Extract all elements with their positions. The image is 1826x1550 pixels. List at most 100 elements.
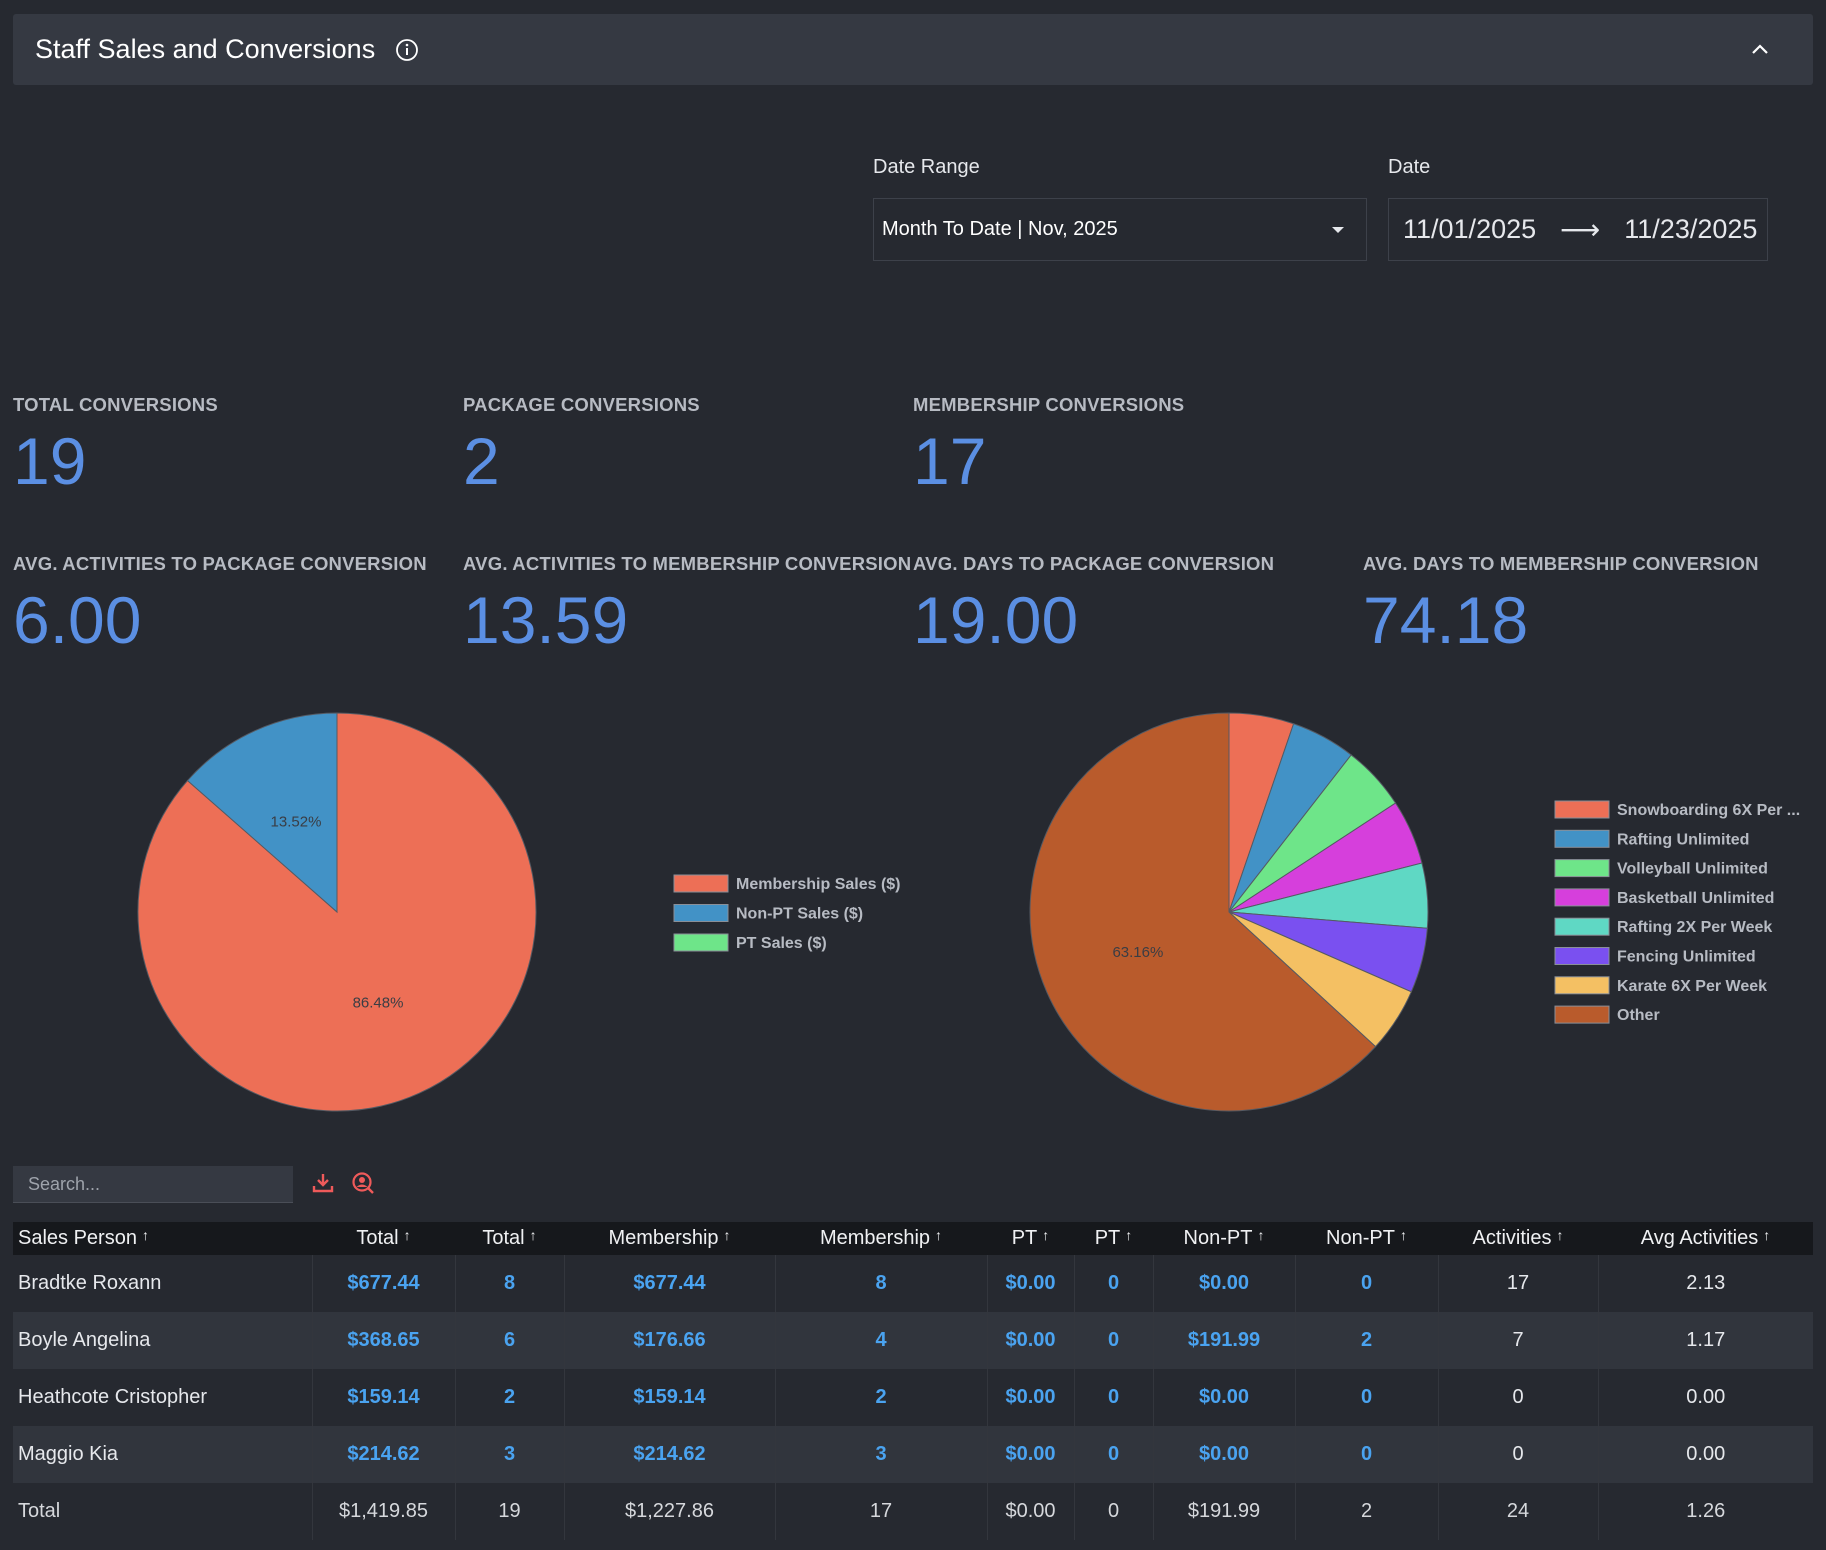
download-icon[interactable]	[311, 1171, 335, 1195]
table-cell-link[interactable]: $214.62	[311, 1426, 455, 1483]
legend-item[interactable]: Other	[1617, 1007, 1660, 1024]
stat-label: TOTAL CONVERSIONS	[13, 394, 218, 415]
sort-arrow-icon[interactable]: ↑	[1763, 1227, 1771, 1243]
sort-arrow-icon[interactable]: ↑	[1257, 1227, 1265, 1243]
table-cell-link[interactable]: 0	[1073, 1312, 1153, 1369]
table-cell-link[interactable]: 3	[774, 1426, 987, 1483]
sort-arrow-icon[interactable]: ↑	[1125, 1227, 1133, 1243]
sort-arrow-icon[interactable]: ↑	[1399, 1227, 1407, 1243]
table-cell-link[interactable]: $159.14	[311, 1369, 455, 1426]
sort-arrow-icon[interactable]: ↑	[403, 1227, 411, 1243]
table-row[interactable]: Boyle Angelina $368.65 6 $176.66 4 $0.00…	[13, 1312, 1813, 1369]
table-row[interactable]: Bradtke Roxann $677.44 8 $677.44 8 $0.00…	[13, 1255, 1813, 1312]
end-date-input[interactable]: 11/23/2025	[1624, 214, 1758, 244]
stat-avg-activities-package: AVG. ACTIVITIES TO PACKAGE CONVERSION 6.…	[13, 553, 427, 653]
table-cell-link[interactable]: $214.62	[563, 1426, 775, 1483]
table-cell-link[interactable]: 8	[774, 1255, 987, 1312]
total-cell: 2	[1294, 1483, 1438, 1540]
table-cell-link[interactable]: $0.00	[1152, 1426, 1295, 1483]
column-header[interactable]: PT ↑	[1094, 1227, 1133, 1249]
table-row[interactable]: Maggio Kia $214.62 3 $214.62 3 $0.00 0 $…	[13, 1426, 1813, 1483]
table-cell-link[interactable]: $677.44	[311, 1255, 455, 1312]
table-cell-link[interactable]: 2	[454, 1369, 564, 1426]
legend-item[interactable]: Fencing Unlimited	[1617, 949, 1756, 966]
start-date-input[interactable]: 11/01/2025	[1403, 214, 1537, 244]
legend-item[interactable]: Rafting 2X Per Week	[1617, 919, 1772, 936]
column-header[interactable]: Total ↑	[482, 1227, 537, 1249]
column-header[interactable]: PT ↑	[1011, 1227, 1050, 1249]
legend-item[interactable]: Basketball Unlimited	[1617, 890, 1774, 907]
legend-item[interactable]: PT Sales ($)	[736, 935, 827, 952]
table-cell-link[interactable]: 2	[1294, 1312, 1438, 1369]
date-range-select[interactable]: Month To Date | Nov, 2025	[873, 198, 1367, 261]
table-row[interactable]: Heathcote Cristopher $159.14 2 $159.14 2…	[13, 1369, 1813, 1426]
info-icon[interactable]	[395, 38, 419, 62]
table-cell-link[interactable]: 4	[774, 1312, 987, 1369]
table-cell-link[interactable]: $0.00	[1152, 1255, 1295, 1312]
slice-data-label: 86.48%	[353, 995, 404, 1012]
column-header[interactable]: Sales Person ↑	[18, 1227, 149, 1249]
table-cell: 7	[1437, 1312, 1598, 1369]
legend-swatch	[673, 874, 729, 893]
slice-data-label: 63.16%	[1112, 944, 1163, 961]
pie-slice[interactable]	[186, 712, 338, 914]
table-cell-link[interactable]: $0.00	[1152, 1369, 1295, 1426]
date-range-picker[interactable]: 11/01/2025 ⟶ 11/23/2025	[1388, 198, 1768, 261]
sort-arrow-icon[interactable]: ↑	[1556, 1227, 1564, 1243]
legend-item[interactable]: Snowboarding 6X Per ...	[1617, 802, 1800, 819]
legend-item[interactable]: Karate 6X Per Week	[1617, 978, 1767, 995]
column-header[interactable]: Membership ↑	[608, 1227, 731, 1249]
stat-value: 6.00	[13, 583, 142, 657]
table-cell-link[interactable]: $0.00	[986, 1312, 1074, 1369]
sort-arrow-icon[interactable]: ↑	[529, 1227, 537, 1243]
table-cell-link[interactable]: $368.65	[311, 1312, 455, 1369]
table-cell-link[interactable]: $0.00	[986, 1426, 1074, 1483]
column-header[interactable]: Non-PT ↑	[1326, 1227, 1407, 1249]
sort-arrow-icon[interactable]: ↑	[1042, 1227, 1050, 1243]
legend-item[interactable]: Non-PT Sales ($)	[736, 906, 863, 923]
table-cell: 0	[1437, 1426, 1598, 1483]
column-header[interactable]: Total ↑	[356, 1227, 411, 1249]
table-cell-link[interactable]: $191.99	[1152, 1312, 1295, 1369]
table-cell: 2.13	[1597, 1255, 1813, 1312]
table-cell-link[interactable]: $0.00	[986, 1255, 1074, 1312]
table-cell-link[interactable]: $677.44	[563, 1255, 775, 1312]
table-cell-link[interactable]: 0	[1073, 1426, 1153, 1483]
chevron-up-icon	[1752, 44, 1768, 54]
sort-arrow-icon[interactable]: ↑	[935, 1227, 943, 1243]
sales-person-cell: Maggio Kia	[18, 1443, 119, 1465]
table-cell-link[interactable]: 2	[774, 1369, 987, 1426]
section-header: Staff Sales and Conversions	[13, 14, 1813, 85]
table-cell-link[interactable]: 0	[1294, 1426, 1438, 1483]
legend-swatch	[1554, 859, 1610, 878]
legend-swatch	[673, 933, 729, 952]
total-cell: 24	[1437, 1483, 1598, 1540]
collapse-button[interactable]	[1747, 36, 1773, 62]
stat-value: 17	[913, 424, 987, 498]
legend-item[interactable]: Volleyball Unlimited	[1617, 861, 1768, 878]
table-cell-link[interactable]: 3	[454, 1426, 564, 1483]
legend-swatch	[1554, 800, 1610, 819]
table-cell-link[interactable]: 0	[1294, 1369, 1438, 1426]
table-cell-link[interactable]: 8	[454, 1255, 564, 1312]
table-cell-link[interactable]: 6	[454, 1312, 564, 1369]
column-header[interactable]: Activities ↑	[1472, 1227, 1564, 1249]
pie-slice[interactable]	[1029, 712, 1377, 1112]
table-cell-link[interactable]: 0	[1294, 1255, 1438, 1312]
legend-item[interactable]: Membership Sales ($)	[736, 876, 901, 893]
search-input[interactable]	[13, 1166, 293, 1203]
table-cell-link[interactable]: $0.00	[986, 1369, 1074, 1426]
column-header[interactable]: Non-PT ↑	[1183, 1227, 1265, 1249]
legend-item[interactable]: Rafting Unlimited	[1617, 831, 1749, 848]
table-cell-link[interactable]: $176.66	[563, 1312, 775, 1369]
table-cell-link[interactable]: $159.14	[563, 1369, 775, 1426]
table-header-row: Sales Person ↑ Total ↑ Total ↑ Membership ↑ …	[13, 1222, 1813, 1255]
sort-arrow-icon[interactable]: ↑	[141, 1227, 149, 1243]
table-cell-link[interactable]: 0	[1073, 1369, 1153, 1426]
stat-label: PACKAGE CONVERSIONS	[463, 394, 700, 415]
sort-arrow-icon[interactable]: ↑	[723, 1227, 731, 1243]
column-header[interactable]: Membership ↑	[819, 1227, 943, 1249]
table-cell-link[interactable]: 0	[1073, 1255, 1153, 1312]
column-header[interactable]: Avg Activities ↑	[1640, 1227, 1771, 1249]
user-search-icon[interactable]	[351, 1171, 375, 1195]
